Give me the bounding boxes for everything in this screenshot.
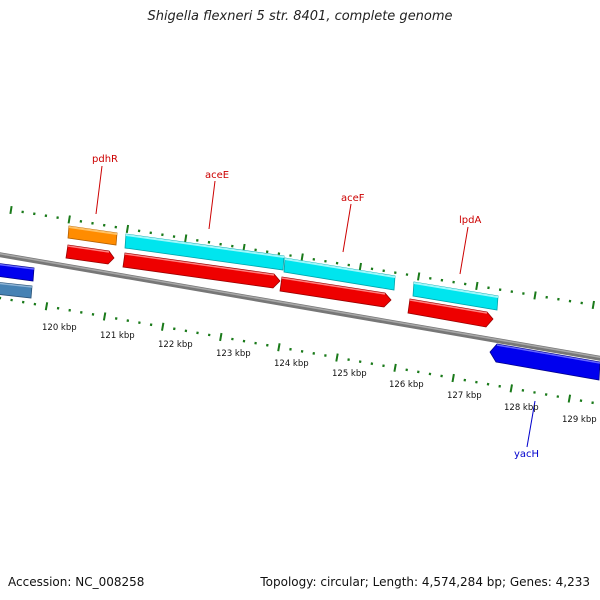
feature-cyan-acef[interactable] xyxy=(283,257,396,291)
major-tick xyxy=(67,215,71,224)
major-tick xyxy=(300,253,304,262)
feature-red-acee[interactable] xyxy=(122,252,281,289)
feature-steelblue-left[interactable] xyxy=(0,282,33,299)
map-title: Shigella flexneri 5 str. 8401, complete … xyxy=(147,9,453,24)
minor-tick xyxy=(312,351,316,355)
major-tick xyxy=(9,205,13,215)
major-tick xyxy=(591,300,595,310)
major-tick xyxy=(184,234,188,243)
major-tick xyxy=(509,384,513,393)
scale-label-129: 129 kbp xyxy=(562,415,597,425)
major-tick xyxy=(44,302,49,311)
scale-label-123: 123 kbp xyxy=(216,349,251,359)
major-tick xyxy=(125,224,130,234)
major-tick xyxy=(358,262,362,272)
minor-tick xyxy=(544,393,548,396)
genome-summary-text: Topology: circular; Length: 4,574,284 bp… xyxy=(260,575,590,589)
major-tick xyxy=(102,312,107,321)
genome-backbone xyxy=(0,252,600,361)
scale-label-124: 124 kbp xyxy=(274,359,309,369)
gene-label-acee[interactable]: aceE xyxy=(205,170,229,181)
major-tick xyxy=(533,291,537,300)
feature-blue-left[interactable] xyxy=(0,263,35,282)
scale-label-126: 126 kbp xyxy=(389,380,424,390)
major-tick xyxy=(393,363,397,372)
scale-label-120: 120 kbp xyxy=(42,323,77,333)
gene-label-yach[interactable]: yacH xyxy=(514,449,539,460)
gene-label-lpda[interactable]: lpdA xyxy=(459,215,481,226)
feature-red-lpda[interactable] xyxy=(407,298,494,328)
tick-row-lower xyxy=(0,296,594,405)
gene-label-acef[interactable]: aceF xyxy=(341,193,365,204)
feature-blue-yach[interactable] xyxy=(489,343,600,381)
minor-tick xyxy=(370,362,374,366)
major-tick xyxy=(277,343,281,352)
minor-tick xyxy=(486,382,490,386)
major-tick xyxy=(417,272,421,281)
feature-orange-upper[interactable] xyxy=(67,225,118,246)
scale-label-127: 127 kbp xyxy=(447,391,482,401)
major-tick xyxy=(161,322,165,331)
accession-text: Accession: NC_008258 xyxy=(8,575,145,589)
tick-row-upper xyxy=(9,205,595,310)
feature-red-acef[interactable] xyxy=(279,276,392,308)
feature-cyan-acee[interactable] xyxy=(124,233,285,271)
feature-red-pdhr[interactable] xyxy=(65,244,115,265)
scale-label-121: 121 kbp xyxy=(100,331,135,341)
major-tick xyxy=(475,281,479,291)
major-tick xyxy=(451,373,455,383)
major-tick xyxy=(335,353,339,362)
gene-label-pdhr[interactable]: pdhR xyxy=(92,154,118,165)
scale-label-122: 122 kbp xyxy=(158,340,193,350)
feature-cyan-lpda[interactable] xyxy=(412,281,499,311)
tick-rows xyxy=(0,205,595,405)
major-tick xyxy=(219,332,223,342)
major-tick xyxy=(567,394,572,403)
scale-label-125: 125 kbp xyxy=(332,369,367,379)
gene-leader-lines xyxy=(95,165,536,448)
scale-label-128: 128 kbp xyxy=(504,403,539,413)
minor-tick xyxy=(428,372,432,376)
